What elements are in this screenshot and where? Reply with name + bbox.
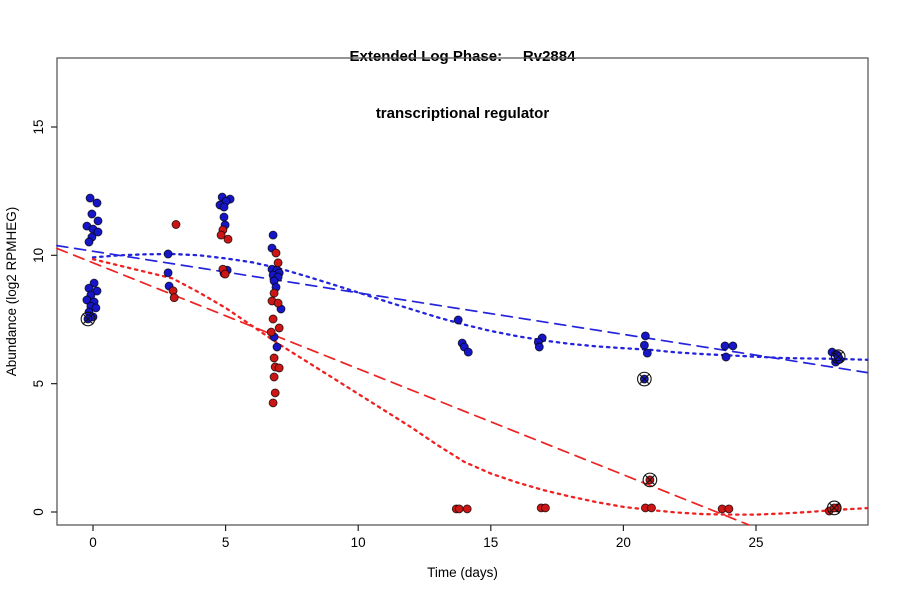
red-samples-point [266,327,276,337]
chart-title-line1: Extended Log Phase: Rv2884 [349,48,576,65]
blue-samples-point [534,342,544,352]
x-axis-tick-label: 0 [89,535,97,550]
flag-circle-marker [642,472,658,488]
red-samples-point [169,293,179,303]
red-samples-point [454,504,464,514]
red-samples-point [269,353,279,363]
plot-box [56,57,869,526]
flag-circle-marker [830,349,846,365]
y-axis-tick-label: 10 [31,248,46,263]
x-axis-tick-label: 10 [351,535,366,550]
x-axis-tick-label: 5 [222,535,230,550]
red-samples-point [540,503,550,513]
chart-title: Extended Log Phase: Rv2884 transcription… [25,9,900,161]
blue-samples-point [92,198,102,208]
red-samples-point [274,363,284,373]
red-samples-point [223,234,233,244]
blue-samples-point [453,315,463,325]
flag-x-marker [638,373,650,385]
flag-x-marker [828,502,840,514]
blue-samples-point [219,202,229,212]
blue-samples-point [163,249,173,259]
red-samples-point [268,314,278,324]
red-samples-point [220,269,230,279]
chart-title-line2: transcriptional regulator [375,105,550,122]
red-samples-point [171,220,181,229]
red-samples-point [271,248,281,258]
flag-x-marker [82,313,94,325]
red-samples-point [269,288,279,298]
blue-samples-point [84,237,94,247]
blue-samples-point [85,193,95,203]
x-axis-label: Time (days) [427,565,498,580]
red-linear-fit-curve [56,247,750,526]
x-axis-tick-label: 25 [748,535,763,550]
blue-samples-point [93,216,103,226]
blue-samples-point [721,352,731,362]
red-spline-fit-curve [91,258,869,516]
blue-samples-point [272,342,282,352]
red-samples-point [462,504,472,514]
red-samples-point [269,372,279,382]
blue-samples-point [463,347,473,357]
blue-samples-point [268,230,278,240]
flag-circle-marker [826,500,842,516]
flag-circle-marker [80,311,96,327]
red-samples-point [216,230,226,240]
red-samples-point [724,504,734,514]
blue-samples-point [91,303,101,313]
blue-samples-point [219,212,229,222]
red-samples-point [268,398,278,408]
blue-samples-point [92,286,102,296]
red-samples-point [647,503,656,513]
blue-samples-point [163,268,173,278]
red-samples-point [270,388,280,398]
blue-samples-point [728,341,738,351]
x-axis-tick-label: 15 [483,535,498,550]
red-samples-point [274,323,284,333]
y-axis-label: Abundance (log2 RPMHEG) [4,207,19,377]
blue-samples-point [642,348,652,358]
blue-linear-fit-curve [56,244,869,374]
y-axis-tick-label: 5 [31,380,46,388]
x-axis-tick-label: 20 [616,535,631,550]
blue-spline-fit-curve [91,252,869,361]
blue-samples-point [640,331,650,341]
red-samples-point [273,258,283,268]
blue-samples-point [87,209,97,219]
blue-samples-point [93,227,103,237]
flag-x-marker [832,351,844,363]
y-axis-tick-label: 15 [31,119,46,134]
blue-samples-point [720,341,730,351]
blue-samples-point [639,340,649,350]
flag-circle-marker [637,371,652,387]
red-samples-point [273,298,283,308]
flag-x-marker [644,474,656,486]
y-axis-tick-label: 0 [31,508,46,516]
